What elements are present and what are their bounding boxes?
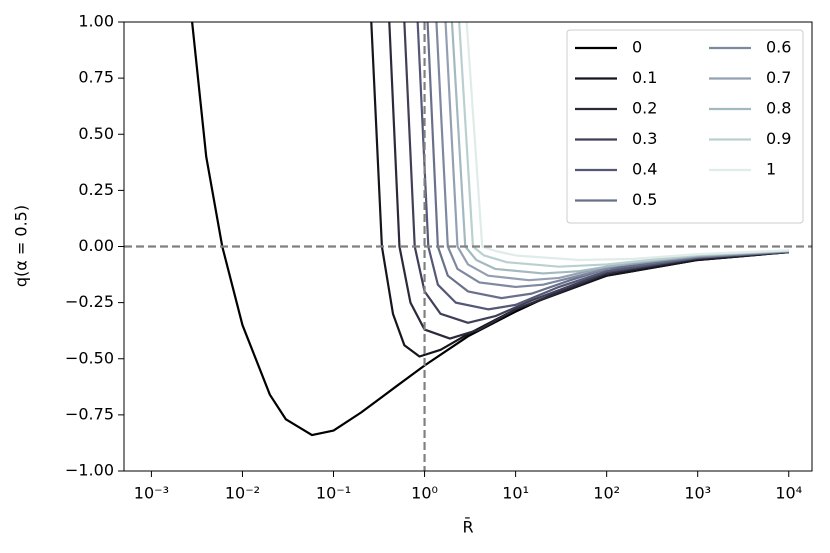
x-tick-label: 10⁻³ (134, 484, 169, 503)
y-tick-label: 0.00 (78, 236, 114, 255)
legend-box (566, 29, 804, 224)
y-tick-label: −1.00 (65, 461, 114, 480)
y-tick-label: −0.75 (65, 404, 114, 423)
plot-lines (191, 22, 789, 437)
line (416, 22, 789, 311)
legend-label: 0.9 (766, 129, 791, 148)
y-tick-label: −0.50 (65, 348, 114, 367)
line (426, 22, 789, 300)
y-tick-label: 0.25 (78, 180, 114, 199)
y-tick-label: 1.00 (78, 12, 114, 31)
x-tick-label: 10² (593, 484, 620, 503)
legend-label: 0.4 (632, 160, 657, 179)
line (458, 22, 789, 268)
legend-label: 1 (766, 160, 776, 179)
y-tick-label: 0.75 (78, 68, 114, 87)
legend-label: 0.5 (632, 190, 657, 209)
legend-label: 0.1 (632, 68, 657, 87)
line (370, 22, 789, 358)
x-tick-label: 10⁴ (775, 484, 802, 503)
plot-frame (123, 21, 813, 472)
x-axis-label: R̄ (462, 518, 473, 537)
line (388, 22, 789, 340)
x-tick-label: 10³ (684, 484, 711, 503)
y-tick-label: 0.50 (78, 124, 114, 143)
legend-label: 0 (632, 38, 642, 57)
legend-label: 0.8 (766, 99, 791, 118)
x-tick-label: 10⁰ (411, 484, 438, 503)
x-tick-label: 10⁻¹ (316, 484, 351, 503)
y-tick-label: −0.25 (65, 292, 114, 311)
legend-label: 0.7 (766, 68, 791, 87)
x-tick-label: 10⁻² (225, 484, 260, 503)
legend-label: 0.6 (766, 38, 791, 57)
legend-label: 0.3 (632, 129, 657, 148)
x-tick-label: 10¹ (502, 484, 529, 503)
y-axis-label: q(α = 0.5) (12, 205, 31, 287)
legend-label: 0.2 (632, 99, 657, 118)
